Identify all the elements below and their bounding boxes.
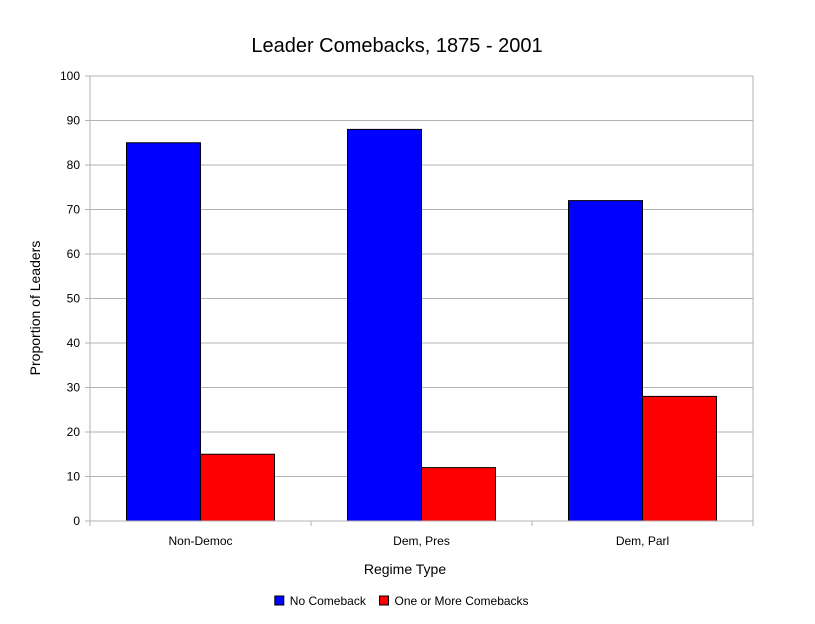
- y-tick-label: 60: [67, 247, 81, 261]
- legend-swatch-1: [379, 595, 389, 606]
- x-tick-label: Dem, Pres: [393, 534, 450, 548]
- bars: [126, 128, 717, 522]
- x-tick-label: Dem, Parl: [616, 534, 669, 548]
- y-axis-title: Proportion of Leaders: [27, 241, 43, 376]
- y-tick-label: 40: [67, 336, 81, 350]
- bar-no-comeback-1: [347, 128, 422, 522]
- legend: No Comeback One or More Comebacks: [274, 594, 529, 608]
- y-tick-label: 10: [67, 470, 81, 484]
- x-tick-label: Non-Democ: [168, 534, 232, 548]
- chart-title: Leader Comebacks, 1875 - 2001: [251, 35, 542, 57]
- legend-label-0: No Comeback: [290, 594, 367, 608]
- y-tick-label: 50: [67, 292, 81, 306]
- x-tick-labels: Non-Democ Dem, Pres Dem, Parl: [168, 534, 669, 548]
- y-tick-label: 100: [60, 69, 80, 83]
- legend-label-1: One or More Comebacks: [395, 594, 529, 608]
- y-tick-label: 20: [67, 425, 81, 439]
- y-tick-label: 80: [67, 158, 81, 172]
- bar-no-comeback-2: [568, 200, 643, 522]
- axes: [85, 75, 754, 526]
- y-tick-labels: 0 10 20 30 40 50 60 70 80 90 100: [60, 69, 80, 528]
- bar-one-or-more-comebacks-0: [200, 453, 275, 522]
- bar-no-comeback-0: [126, 142, 201, 522]
- legend-swatch-0: [274, 595, 285, 606]
- bar-one-or-more-comebacks-2: [642, 395, 717, 522]
- bar-one-or-more-comebacks-1: [421, 467, 496, 522]
- y-tick-label: 90: [67, 114, 81, 128]
- y-tick-label: 70: [67, 203, 81, 217]
- y-tick-label: 0: [73, 514, 80, 528]
- x-axis-title: Regime Type: [364, 561, 446, 577]
- y-tick-label: 30: [67, 381, 81, 395]
